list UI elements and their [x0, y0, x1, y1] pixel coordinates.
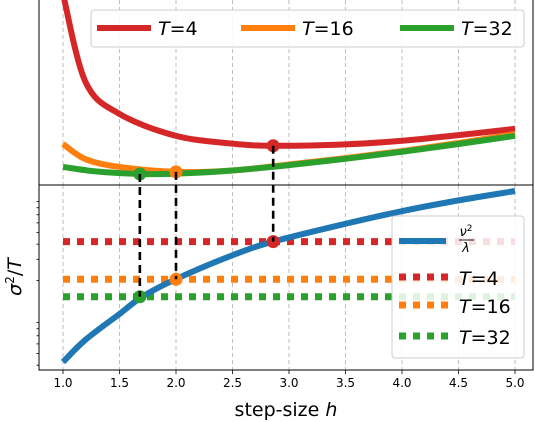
- bottom-curve: [60, 188, 516, 365]
- optimum-connectors: [138, 145, 275, 297]
- top-legend-box: [90, 9, 525, 48]
- bottom-legend-label: T=4: [459, 268, 499, 290]
- x-tick-label: 4.5: [449, 376, 468, 390]
- bottom-legend-label: ν2λ: [459, 224, 474, 256]
- top-series-line-t4: [61, 0, 516, 149]
- bottom-legend: ν2λ T=4 T=16 T=32: [391, 215, 525, 359]
- top-legend-label: T=32: [461, 18, 513, 40]
- legend-frac-denominator: λ: [461, 241, 470, 256]
- bottom-legend-box: [391, 215, 525, 359]
- x-tick-label: 2.0: [166, 376, 185, 390]
- legend-frac-numerator: ν2: [460, 224, 473, 240]
- bottom-frame: [38, 184, 534, 371]
- x-tick-label: 2.5: [223, 376, 242, 390]
- bottom-panel: 1.0 1.5 2.0 2.5 3.0 3.5 4.0 4.5 5.0 σ2/T step-si…: [3, 184, 534, 421]
- x-tick-label: 3.5: [336, 376, 355, 390]
- top-legend-label: T=4: [158, 18, 198, 40]
- bottom-x-ticks: 1.0 1.5 2.0 2.5 3.0 3.5 4.0 4.5 5.0: [53, 370, 525, 390]
- bottom-log-minor-ticks: [36, 201, 39, 366]
- bottom-curve-line: [60, 188, 516, 365]
- x-tick-label: 4.0: [392, 376, 411, 390]
- top-legend: T=4 T=16 T=32: [90, 9, 525, 48]
- x-tick-label: 3.0: [279, 376, 298, 390]
- x-tick-label: 5.0: [505, 376, 524, 390]
- top-legend-label: T=16: [302, 18, 354, 40]
- bottom-legend-label: T=32: [459, 327, 511, 349]
- x-tick-label: 1.5: [110, 376, 129, 390]
- bottom-ylabel: σ2/T: [3, 257, 26, 296]
- x-tick-label: 1.0: [53, 376, 72, 390]
- top-series-line-t32: [62, 132, 516, 178]
- bottom-xlabel: step-size h: [235, 399, 338, 421]
- bottom-legend-label: T=16: [459, 296, 511, 318]
- top-series: [61, 0, 516, 178]
